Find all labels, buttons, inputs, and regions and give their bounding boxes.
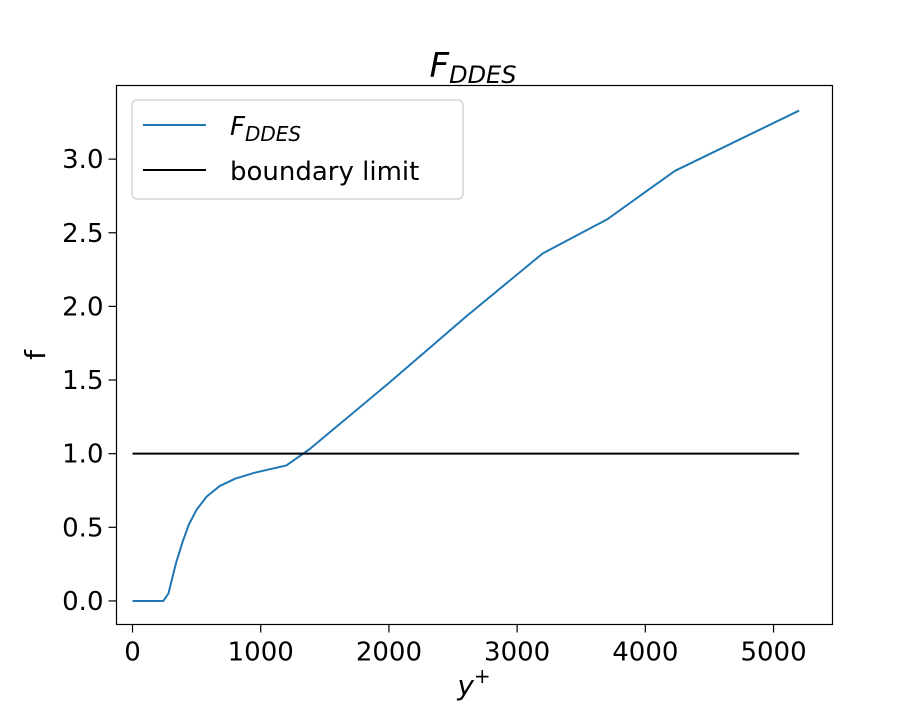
x-axis-label: y+ (456, 664, 490, 702)
x-axis-label-sup: + (474, 664, 491, 688)
y-tick-label: 2.0 (62, 292, 103, 322)
x-tick-label: 4000 (612, 638, 678, 668)
legend: FDDES boundary limit (131, 99, 464, 200)
y-tick-label: 1.5 (62, 366, 103, 396)
x-axis-label-main: y (456, 669, 474, 702)
x-tick-label: 5000 (740, 638, 806, 668)
legend-box (131, 99, 464, 200)
x-tick-label: 0 (124, 638, 141, 668)
plot-area (115, 84, 834, 626)
y-tick-label: 0.5 (62, 513, 103, 543)
y-tick-label: 3.0 (62, 145, 103, 175)
y-tick-label: 2.5 (62, 219, 103, 249)
legend-label-fddes-sub: DDES (245, 122, 301, 146)
chart-title: FDDES (430, 46, 517, 89)
y-axis-label: f (19, 349, 52, 360)
chart-title-sub: DDES (449, 61, 516, 89)
x-tick-label: 1000 (228, 638, 294, 668)
series-line-fddes (132, 109, 800, 602)
series-layer (132, 109, 800, 602)
x-axis-ticks: 0 1000 2000 3000 4000 5000 (124, 624, 807, 668)
legend-label-fddes: FDDES (230, 112, 301, 146)
legend-label-fddes-main: F (230, 112, 246, 142)
chart-title-main: F (430, 46, 450, 86)
x-tick-label: 3000 (484, 638, 550, 668)
x-tick-label: 2000 (356, 638, 422, 668)
legend-label-boundary-limit: boundary limit (230, 157, 419, 187)
y-tick-label: 0.0 (62, 587, 103, 617)
y-tick-label: 1.0 (62, 440, 103, 470)
y-axis-ticks: 0.0 0.5 1.0 1.5 2.0 2.5 3.0 (62, 145, 117, 617)
